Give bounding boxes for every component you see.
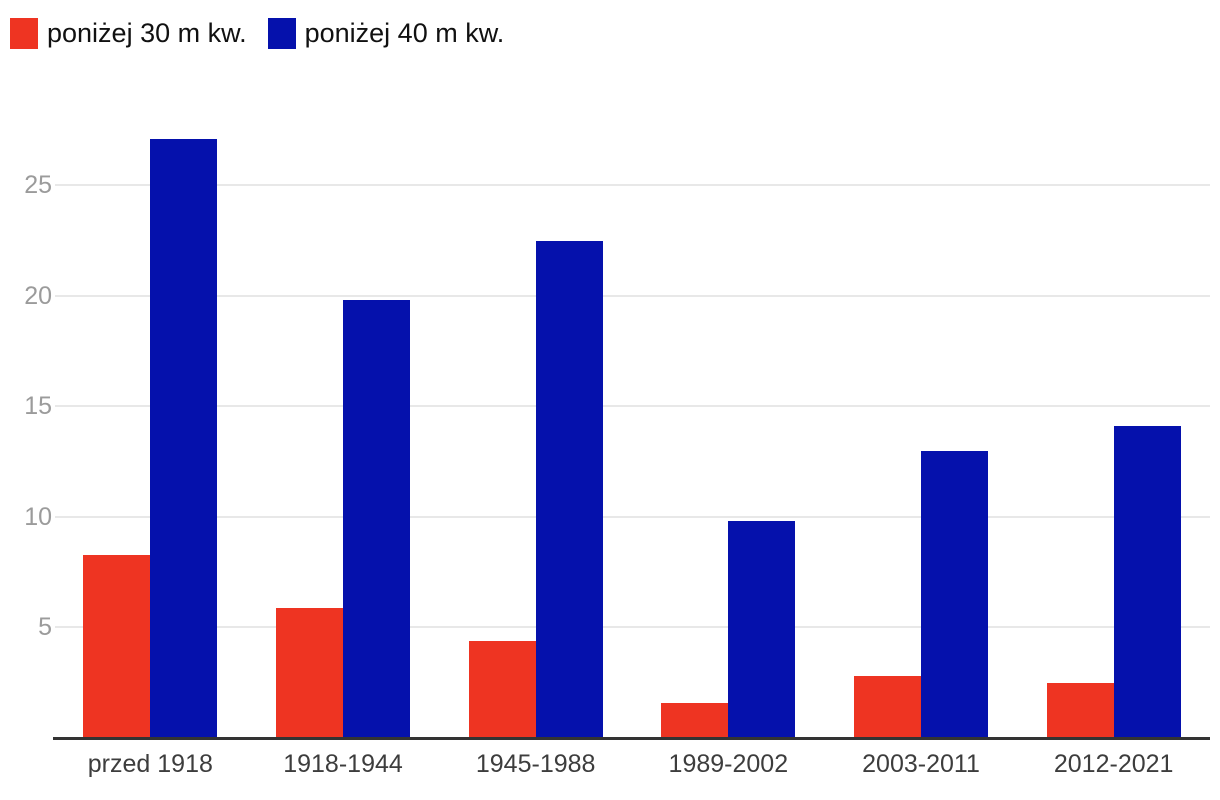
bar-series-0-cat-0 xyxy=(83,554,151,738)
gridline xyxy=(55,294,1210,297)
x-axis-label: 2003-2011 xyxy=(862,750,980,778)
y-tick-label: 15 xyxy=(24,392,52,421)
bar-series-0-cat-5 xyxy=(1046,682,1114,738)
x-axis-label: przed 1918 xyxy=(87,750,213,778)
bar-series-0-cat-2 xyxy=(468,640,536,738)
gridline xyxy=(55,626,1210,629)
chart-legend: poniżej 30 m kw. poniżej 40 m kw. xyxy=(10,18,504,49)
x-axis-line xyxy=(53,737,1210,740)
legend-item-ponizej-30: poniżej 30 m kw. xyxy=(10,18,247,49)
bar-series-1-cat-2 xyxy=(535,240,603,738)
y-tick-label: 10 xyxy=(24,502,52,531)
legend-label-ponizej-40: poniżej 40 m kw. xyxy=(304,18,505,48)
bar-series-1-cat-1 xyxy=(343,300,410,738)
y-tick-label: 5 xyxy=(38,613,52,642)
x-axis-label: 1918-1944 xyxy=(283,750,403,778)
bar-series-1-cat-0 xyxy=(150,138,218,738)
bar-series-0-cat-3 xyxy=(661,702,729,738)
gridline xyxy=(55,184,1210,187)
legend-label-ponizej-30: poniżej 30 m kw. xyxy=(47,18,247,48)
legend-item-ponizej-40: poniżej 40 m kw. xyxy=(267,18,505,49)
bar-series-0-cat-4 xyxy=(854,676,921,738)
gridline xyxy=(55,405,1210,408)
bar-series-1-cat-5 xyxy=(1113,426,1181,738)
x-axis-label: 1945-1988 xyxy=(475,750,596,778)
gridline xyxy=(55,515,1210,518)
y-tick-label: 25 xyxy=(24,171,52,200)
bar-series-0-cat-1 xyxy=(276,607,343,738)
bar-series-1-cat-4 xyxy=(921,450,988,738)
x-axis-label: 1989-2002 xyxy=(668,750,789,778)
legend-swatch-blue-icon xyxy=(267,18,296,49)
y-tick-label: 20 xyxy=(24,281,52,310)
x-axis-label: 2012-2021 xyxy=(1053,750,1174,778)
legend-swatch-red-icon xyxy=(10,18,38,49)
bar-series-1-cat-3 xyxy=(728,521,796,738)
